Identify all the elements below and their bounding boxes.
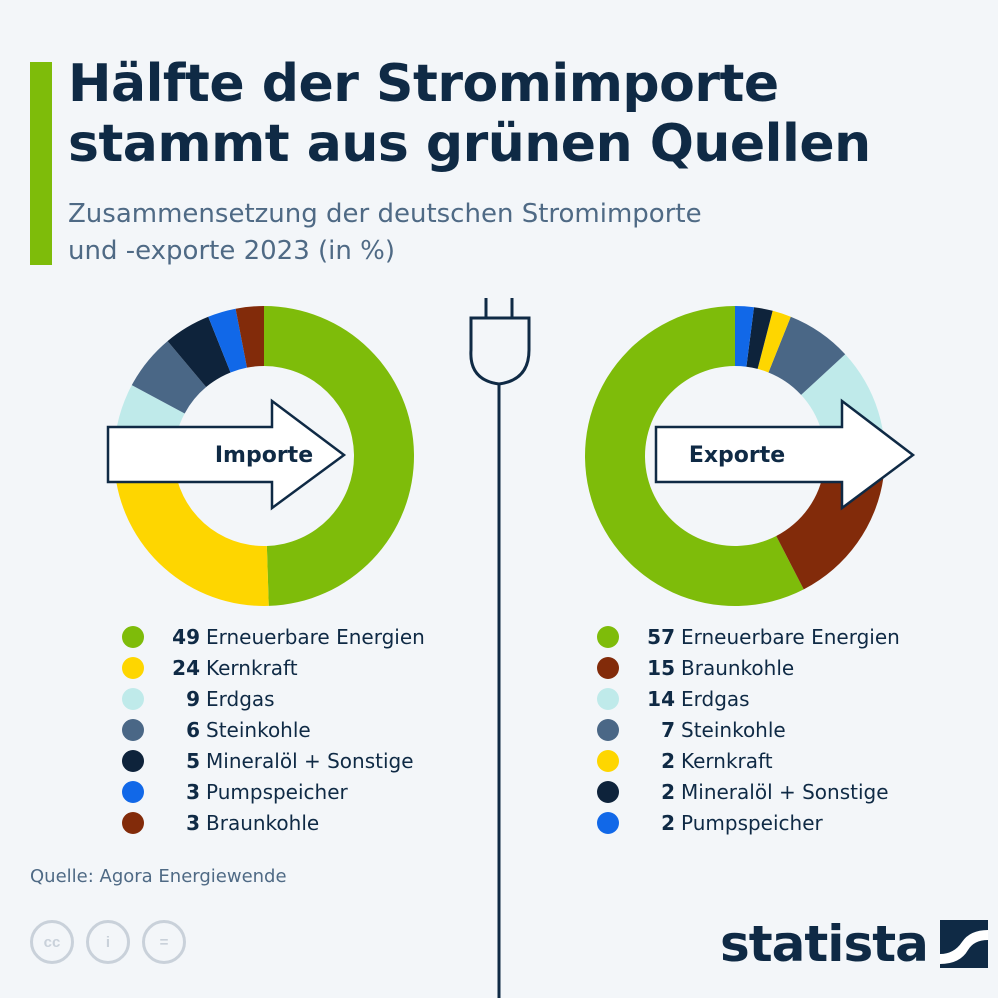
license-icons: cc i = [30,920,186,964]
attribution-icon[interactable]: i [86,920,130,964]
imports-legend-item: 3 Pumpspeicher [122,776,425,807]
imports-slice-mineralöl-sonstige [167,316,231,388]
imports-legend-label: Braunkohle [206,810,320,835]
statista-logo[interactable]: statista [720,915,988,973]
imports-legend-value: 3 [186,810,200,835]
imports-arrow: Importe [106,398,347,511]
exports-legend-label: Erneuerbare Energien [681,624,900,649]
subtitle-line-2: und -exporte 2023 (in %) [68,236,395,266]
exports-legend-swatch [597,625,619,648]
imports-center-label: Importe [215,443,313,468]
exports-legend-label: Steinkohle [681,717,786,742]
imports-legend-item: 5 Mineralöl + Sonstige [122,745,425,776]
donut-chart-imports [114,306,415,606]
exports-slice-pumpspeicher [735,306,754,367]
imports-legend-swatch [122,625,144,648]
exports-legend-value: 2 [661,779,675,804]
imports-legend-item: 3 Braunkohle [122,807,425,838]
exports-slice-braunkohle [776,468,884,590]
imports-slice-braunkohle [235,306,264,368]
imports-legend-value: 49 [172,624,200,649]
exports-legend-value: 57 [647,624,675,649]
subtitle-line-1: Zusammensetzung der deutschen Stromimpor… [68,199,702,229]
exports-slice-kernkraft [757,310,791,373]
imports-legend-item: 24 Kernkraft [122,652,425,683]
imports-legend-swatch [122,656,144,679]
exports-slice-steinkohle [768,316,846,395]
title-line-1: Hälfte der Stromimporte [68,54,779,114]
exports-legend-value: 14 [647,686,675,711]
exports-legend-item: 14 Erdgas [597,683,900,714]
exports-legend-label: Kernkraft [681,748,773,773]
power-plug-icon [469,298,531,998]
imports-legend-label: Erdgas [206,686,275,711]
legend-exports: 57 Erneuerbare Energien 15 Braunkohle 14 Erdg… [597,621,900,838]
imports-legend-value: 9 [186,686,200,711]
imports-legend-swatch [122,780,144,803]
imports-legend-swatch [122,718,144,741]
imports-legend-swatch [122,687,144,710]
exports-legend-label: Erdgas [681,686,750,711]
exports-legend-item: 57 Erneuerbare Energien [597,621,900,652]
no-derivatives-icon[interactable]: = [142,920,186,964]
exports-legend-item: 2 Kernkraft [597,745,900,776]
exports-legend-swatch [597,656,619,679]
exports-legend-swatch [597,811,619,834]
imports-slice-erneuerbare-energien [264,306,415,606]
exports-legend-item: 7 Steinkohle [597,714,900,745]
exports-legend-value: 2 [661,810,675,835]
title-line-2: stammt aus grünen Quellen [68,114,871,174]
exports-legend-swatch [597,780,619,803]
cc-icon[interactable]: cc [30,920,74,964]
statista-logo-text: statista [720,915,929,973]
exports-legend-swatch [597,687,619,710]
exports-legend-label: Braunkohle [681,655,795,680]
imports-legend-value: 5 [186,748,200,773]
exports-legend-swatch [597,749,619,772]
imports-legend-item: 6 Steinkohle [122,714,425,745]
exports-legend-value: 7 [661,717,675,742]
imports-legend-value: 3 [186,779,200,804]
page-title: Hälfte der Stromimporte stammt aus grüne… [68,54,871,174]
imports-slice-steinkohle [131,341,207,414]
exports-legend-label: Mineralöl + Sonstige [681,779,889,804]
exports-legend-item: 2 Pumpspeicher [597,807,900,838]
imports-legend-swatch [122,811,144,834]
source-note: Quelle: Agora Energiewende [30,866,287,887]
imports-legend-value: 6 [186,717,200,742]
exports-legend-item: 2 Mineralöl + Sonstige [597,776,900,807]
exports-slice-erneuerbare-energien [585,306,804,606]
imports-legend-label: Erneuerbare Energien [206,624,425,649]
exports-legend-swatch [597,718,619,741]
exports-legend-value: 15 [647,655,675,680]
imports-legend-item: 9 Erdgas [122,683,425,714]
statista-logo-icon [939,920,988,968]
exports-slice-mineralöl-sonstige [746,307,773,369]
imports-slice-kernkraft [114,463,269,606]
subtitle: Zusammensetzung der deutschen Stromimpor… [68,196,702,270]
exports-arrow: Exporte [654,398,916,511]
imports-legend-label: Pumpspeicher [206,779,348,804]
imports-legend-label: Kernkraft [206,655,298,680]
exports-legend-item: 15 Braunkohle [597,652,900,683]
imports-legend-label: Mineralöl + Sonstige [206,748,414,773]
imports-legend-value: 24 [172,655,200,680]
exports-legend-value: 2 [661,748,675,773]
exports-center-label: Exporte [689,443,785,468]
imports-legend-item: 49 Erneuerbare Energien [122,621,425,652]
title-accent-bar [30,62,52,265]
imports-slice-pumpspeicher [208,308,247,373]
imports-legend-swatch [122,749,144,772]
exports-legend-label: Pumpspeicher [681,810,823,835]
imports-legend-label: Steinkohle [206,717,311,742]
legend-imports: 49 Erneuerbare Energien 24 Kernkraft 9 Erdgas… [122,621,425,838]
